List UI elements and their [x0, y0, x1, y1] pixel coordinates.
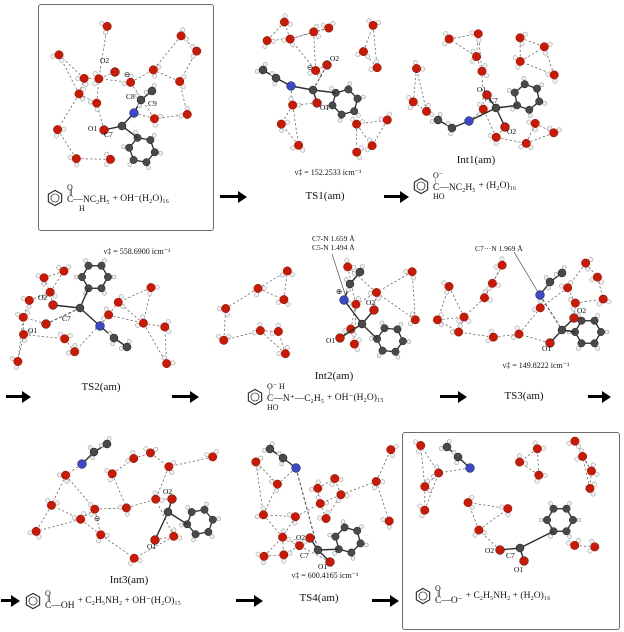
- frequency-label-ts2: ν‡ = 558.6900 icm⁻¹: [103, 247, 171, 256]
- benzene-ring-icon: [247, 388, 263, 406]
- caption-ts2: TS2(am): [81, 381, 121, 393]
- reaction-arrow: [172, 390, 199, 403]
- distance-labels-int2: C7-N 1.659 Å C5-N 1.494 Å: [312, 234, 355, 252]
- svg-text:O2: O2: [296, 533, 305, 542]
- svg-text:C7: C7: [506, 551, 515, 560]
- svg-text:⊖: ⊖: [307, 63, 313, 72]
- svg-text:C7: C7: [62, 314, 71, 323]
- formula-bottom: HO: [267, 403, 279, 412]
- svg-text:O2: O2: [507, 127, 516, 136]
- svg-text:O1: O1: [320, 103, 329, 112]
- svg-text:O1: O1: [28, 326, 37, 335]
- reaction-arrow: [236, 594, 263, 607]
- reaction-arrow: [220, 190, 247, 203]
- reaction-arrow: [372, 594, 399, 607]
- svg-text:O2: O2: [100, 56, 109, 65]
- svg-text:O2: O2: [330, 54, 339, 63]
- benzene-ring-icon: [413, 177, 429, 195]
- formula-mid: C—OH: [45, 601, 75, 611]
- svg-text:O2: O2: [577, 306, 586, 315]
- formula-bond: |: [435, 177, 437, 185]
- svg-text:C8: C8: [126, 92, 135, 101]
- formula-bottom: H: [67, 204, 85, 213]
- formula-trail: + OH⁻(H₂O)₁₅: [327, 392, 384, 403]
- svg-text:⊖: ⊖: [94, 514, 100, 523]
- formula-mid: C—NC₂H₅: [67, 195, 110, 205]
- frequency-label-ts3: ν‡ = 149.8222 icm⁻¹: [502, 361, 570, 370]
- formula-int3: O ∥ C—OH + C₂H₅NH₂ + OH⁻(H₂O)₁₅: [24, 590, 181, 611]
- formula-mid: C—NC₂H₅: [433, 183, 476, 193]
- formula-bottom: HO: [433, 192, 445, 201]
- benzene-ring-icon: [47, 189, 63, 207]
- formula-trail: + C₂H₅NH₂ + (H₂O)₁₆: [465, 590, 551, 601]
- product-box: [402, 432, 620, 630]
- formula-bond: ∥: [47, 595, 51, 603]
- reaction-arrow: [1, 594, 20, 607]
- formula-reactant: O ∥ C—NC₂H₅ H + OH⁻(H₂O)₁₆: [46, 183, 169, 213]
- reaction-arrow: [6, 390, 31, 403]
- caption-int3: Int3(am): [109, 574, 149, 586]
- distance-label-ts3: C7···N 1.969 Å: [475, 244, 523, 253]
- svg-text:O2: O2: [163, 487, 172, 496]
- svg-text:O1: O1: [542, 344, 551, 353]
- formula-product: O ∥ C—O⁻ + C₂H₅NH₂ + (H₂O)₁₆: [414, 585, 550, 606]
- caption-ts4: TS4(am): [299, 592, 339, 604]
- svg-text:C7: C7: [300, 551, 309, 560]
- formula-bond: |: [269, 388, 271, 396]
- caption-int1: Int1(am): [456, 154, 496, 166]
- formula-trail: + (H₂O)₁₆: [478, 181, 517, 191]
- distance-c5n: C5-N 1.494 Å: [312, 243, 355, 252]
- benzene-ring-icon: [415, 587, 431, 604]
- svg-text:O1: O1: [147, 542, 156, 551]
- formula-bond: ∥: [437, 590, 441, 598]
- svg-text:C9: C9: [148, 99, 157, 108]
- benzene-ring-icon: [25, 592, 41, 609]
- svg-text:C7: C7: [489, 96, 498, 105]
- formula-top: O⁻: [433, 171, 443, 180]
- formula-trail: + C₂H₅NH₂ + OH⁻(H₂O)₁₅: [77, 596, 181, 606]
- svg-text:O1: O1: [477, 85, 486, 94]
- formula-top: O: [45, 589, 51, 598]
- svg-text:O1: O1: [326, 336, 335, 345]
- svg-text:O1: O1: [318, 562, 327, 571]
- caption-ts1: TS1(am): [305, 190, 345, 202]
- formula-top: O: [435, 584, 441, 593]
- formula-mid: C—O⁻: [435, 596, 463, 606]
- formula-mid: C—N⁺—C₂H₅: [267, 394, 325, 404]
- svg-text:O1: O1: [88, 124, 97, 133]
- formula-top: O⁻ H: [267, 382, 285, 391]
- formula-int2: O⁻ H | C—N⁺—C₂H₅ HO + OH⁻(H₂O)₁₅: [246, 382, 384, 412]
- formula-top: O: [67, 183, 73, 192]
- caption-int2: Int2(am): [314, 370, 354, 382]
- svg-text:C7: C7: [104, 130, 113, 139]
- reaction-arrow: [440, 390, 467, 403]
- formula-trail: + OH⁻(H₂O)₁₆: [112, 193, 169, 204]
- formula-bond: ∥: [69, 189, 73, 197]
- reactant-box: [38, 4, 214, 231]
- svg-text:O2: O2: [366, 298, 375, 307]
- reaction-arrow: [384, 190, 409, 203]
- svg-text:⊖: ⊖: [124, 70, 130, 79]
- frequency-label-ts1: ν‡ = 152.2533 icm⁻¹: [294, 168, 362, 177]
- svg-text:⊕: ⊕: [336, 287, 342, 296]
- svg-text:O2: O2: [38, 293, 47, 302]
- reaction-arrow: [588, 390, 611, 403]
- svg-text:O1: O1: [514, 565, 523, 574]
- svg-text:O2: O2: [485, 546, 494, 555]
- frequency-label-ts4: ν‡ = 600.4165 icm⁻¹: [291, 571, 359, 580]
- caption-ts3: TS3(am): [504, 390, 544, 402]
- formula-int1: O⁻ | C—NC₂H₅ HO + (H₂O)₁₆: [412, 171, 517, 201]
- distance-c7n: C7-N 1.659 Å: [312, 234, 355, 243]
